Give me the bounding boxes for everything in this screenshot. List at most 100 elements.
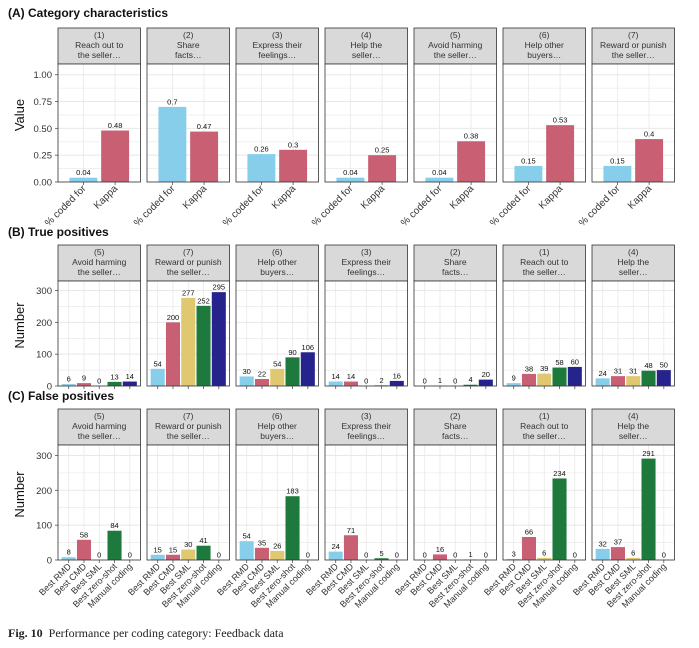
panel-c-bar [506,558,521,560]
panel-c-bar-value-label: 0 [97,551,101,560]
panel-a-xtick-label: Kappa [359,183,388,212]
panel-c-facet-border [413,444,497,561]
panel-a-strip-label: Reward or punish [600,40,667,50]
panel-b-bar-value-label: 39 [540,364,548,373]
panel-c-facet-border [57,444,141,561]
panel-b-bar-value-label: 22 [258,370,266,379]
panel-b-bar [196,305,211,386]
panel-a-strip-label: facts… [175,50,201,60]
panel-a-ytick-label: 0.75 [34,97,53,108]
panel-a-facet-border [413,63,497,183]
panel-c-bar-value-label: 0 [128,551,132,560]
panel-c-bar-value-label: 1 [468,550,472,559]
panel-c-strip-label: (6) [272,411,283,421]
panel-c-bar-value-label: 0 [364,551,368,560]
panel-c-strip-label: Reach out to [520,421,568,431]
panel-c-bar-value-label: 71 [347,526,355,535]
panel-a-bar [247,154,276,182]
panel-b-strip-label: seller… [619,267,648,277]
panel-a-facet-border [502,63,586,183]
panel-a-ytick-label: 1.00 [34,70,53,81]
panel-c-strip-label: Help the [617,421,649,431]
panel-a-bar [603,165,632,182]
panel-a-bar [69,177,98,182]
panel-b-bar-value-label: 60 [571,357,579,366]
panel-b-bar [239,376,254,386]
panel-c-bar-value-label: 66 [525,528,533,537]
panel-a-bar-value-label: 0.25 [375,146,390,155]
panel-c-facet-strip [502,408,586,446]
panel-b-bar-value-label: 14 [347,372,355,381]
panel-b-bar-value-label: 277 [182,288,195,297]
panel-c-bar [626,557,641,560]
panel-b-bar [150,368,165,386]
panel-a-xtick-label: % coded for [488,183,534,229]
panel-c-bar [196,545,211,560]
panel-b-ytick-label: 300 [36,286,52,297]
panel-c-facet-border [146,444,230,561]
panel-b-bar [254,379,269,386]
panel-c-bar [432,554,447,560]
panel-c-strip-label: (1) [539,411,550,421]
panel-a-strip-label: (4) [361,30,372,40]
panel-a-strip-label: Avoid harming [428,40,482,50]
panel-b-bar [389,380,404,386]
panel-c-bar-value-label: 0 [573,551,577,560]
panel-b-strip-label: Express their [341,257,391,267]
panel-a-strip-label: (3) [272,30,283,40]
panel-b-bar-value-label: 4 [468,375,472,384]
panel-c-bar [254,547,269,560]
panel-b-bar [328,381,343,386]
panel-b-bar-value-label: 54 [154,359,162,368]
panel-a-strip-label: Help the [350,40,382,50]
panel-a-bar-value-label: 0.15 [610,156,625,165]
panel-c-strip-label: the seller… [167,431,210,441]
panel-c-bar-value-label: 0 [662,551,666,560]
panel-a-strip-label: (2) [183,30,194,40]
panel-c-title: (C) False positives [8,389,114,403]
panel-b-facet-strip [502,244,586,282]
panel-c-facet-strip [591,408,675,446]
caption-text: Performance per coding category: Feedbac… [48,626,284,640]
panel-b-strip-label: feelings… [347,267,385,277]
panel-b-bar-value-label: 30 [243,367,251,376]
panel-b-bar-value-label: 58 [555,358,563,367]
panel-b-strip-label: (6) [272,247,283,257]
panel-a-ytick-label: 0.00 [34,178,53,189]
panel-c-bar-value-label: 0 [423,551,427,560]
panel-b-bar-value-label: 0 [453,377,457,386]
panel-b-bar-value-label: 31 [629,367,637,376]
panel-a-bar [635,139,664,182]
panel-a-bar [158,106,187,182]
panel-c-bar-value-label: 37 [614,538,622,547]
panel-b-bar [270,368,285,386]
panel-a-facet-strip [57,27,141,65]
panel-a-strip-label: Help other [525,40,564,50]
panel-b-bar-value-label: 24 [599,369,607,378]
panel-b-bar-value-label: 48 [644,361,652,370]
panel-b-facet-border [502,280,586,387]
panel-b-bar-value-label: 13 [110,372,118,381]
panel-b-strip-label: (7) [183,247,194,257]
panel-a-title: (A) Category characteristics [8,6,168,20]
panel-a-xtick-label: Kappa [448,183,477,212]
panel-a-xtick-label: Kappa [270,183,299,212]
panel-c-ytick-label: 300 [36,451,52,462]
panel-a-xtick-label: % coded for [399,183,445,229]
panel-b-strip-label: (5) [94,247,105,257]
panel-c-bar [239,541,254,560]
panel-b-bar [61,384,76,386]
panel-b-strip-label: Avoid harming [72,257,126,267]
panel-c-bar [285,496,300,560]
panel-b-bar [567,366,582,386]
panel-b-facet-strip [324,244,408,282]
panel-b-bar-value-label: 90 [288,348,296,357]
panel-a-facet-border [235,63,319,183]
panel-c-bar [610,547,625,560]
panel-c-strip-label: Express their [341,421,391,431]
panel-b-strip-label: Reward or punish [155,257,222,267]
panel-a-facet-strip [146,27,230,65]
panel-c-facet-border [324,444,408,561]
panel-c-bar-value-label: 30 [184,540,192,549]
panel-c-facet-border [591,444,675,561]
